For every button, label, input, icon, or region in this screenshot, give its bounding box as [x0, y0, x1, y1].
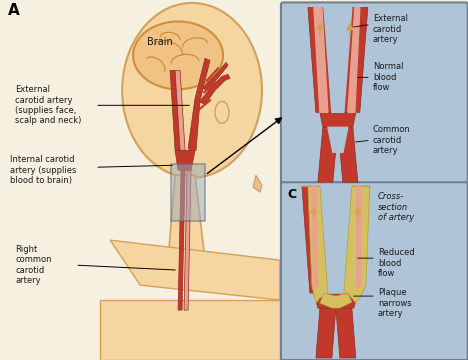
- Ellipse shape: [215, 101, 229, 123]
- Polygon shape: [338, 127, 358, 182]
- Polygon shape: [320, 293, 352, 308]
- Polygon shape: [324, 8, 352, 112]
- Text: Internal carotid
artery (supplies
blood to brain): Internal carotid artery (supplies blood …: [10, 155, 77, 185]
- Polygon shape: [318, 127, 338, 182]
- FancyBboxPatch shape: [0, 0, 278, 360]
- Text: Common
carotid
artery: Common carotid artery: [373, 125, 410, 155]
- FancyBboxPatch shape: [171, 164, 205, 221]
- Polygon shape: [348, 8, 360, 112]
- Polygon shape: [302, 186, 328, 303]
- Text: External
carotid
artery: External carotid artery: [373, 14, 408, 44]
- Polygon shape: [336, 308, 356, 358]
- Text: External
carotid artery
(supplies face,
scalp and neck): External carotid artery (supplies face, …: [15, 85, 81, 125]
- Text: Cross-
section
of artery: Cross- section of artery: [378, 192, 414, 222]
- FancyBboxPatch shape: [281, 182, 468, 360]
- Polygon shape: [175, 70, 185, 150]
- Polygon shape: [356, 186, 360, 286]
- Polygon shape: [314, 8, 328, 112]
- Polygon shape: [312, 186, 318, 286]
- Polygon shape: [328, 127, 348, 152]
- Text: Plaque
narrows
artery: Plaque narrows artery: [378, 288, 411, 318]
- Polygon shape: [320, 112, 356, 127]
- Ellipse shape: [133, 22, 223, 89]
- Polygon shape: [168, 175, 205, 265]
- Text: Right
common
carotid
artery: Right common carotid artery: [15, 245, 52, 285]
- Polygon shape: [170, 70, 180, 150]
- FancyBboxPatch shape: [281, 3, 468, 184]
- Polygon shape: [344, 186, 370, 293]
- Polygon shape: [188, 58, 210, 150]
- Polygon shape: [308, 8, 332, 112]
- Polygon shape: [314, 293, 358, 308]
- Polygon shape: [344, 8, 368, 112]
- Text: Brain: Brain: [147, 37, 173, 48]
- Text: C: C: [287, 188, 296, 201]
- Polygon shape: [100, 300, 280, 360]
- Polygon shape: [175, 150, 195, 170]
- Text: A: A: [8, 4, 20, 18]
- Text: Reduced
blood
flow: Reduced blood flow: [378, 248, 415, 278]
- Polygon shape: [203, 62, 228, 90]
- Polygon shape: [184, 170, 191, 310]
- Polygon shape: [302, 186, 328, 293]
- Polygon shape: [316, 308, 336, 358]
- Polygon shape: [110, 240, 280, 300]
- Polygon shape: [178, 170, 185, 310]
- Polygon shape: [253, 175, 262, 192]
- Ellipse shape: [122, 3, 262, 178]
- Polygon shape: [200, 75, 230, 104]
- Text: Normal
blood
flow: Normal blood flow: [373, 62, 403, 92]
- Polygon shape: [320, 186, 352, 293]
- Polygon shape: [323, 127, 332, 182]
- Polygon shape: [344, 186, 370, 303]
